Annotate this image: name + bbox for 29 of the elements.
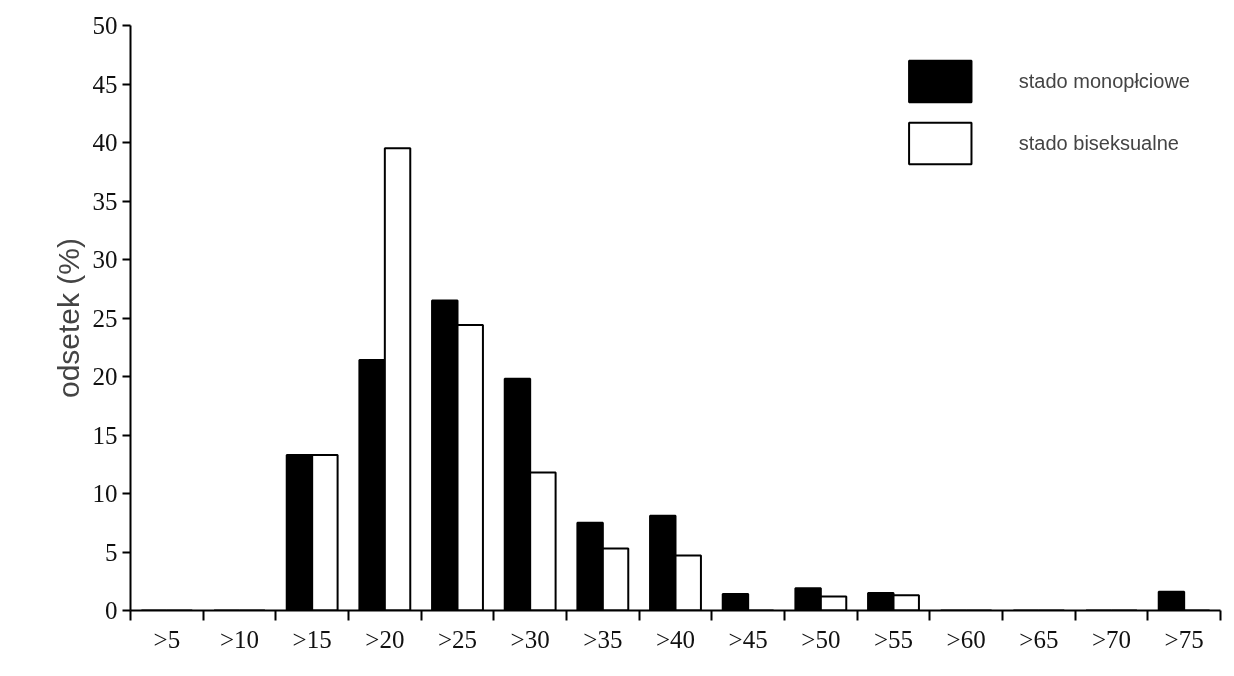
x-tick-label: >60 (946, 625, 986, 653)
y-tick-label: 0 (105, 597, 118, 624)
x-tick-label: >50 (801, 625, 841, 653)
x-tick-label: >15 (292, 625, 332, 653)
y-tick-label: 40 (92, 129, 118, 156)
x-tick-label: >25 (437, 625, 478, 653)
y-tick-label: 35 (92, 187, 118, 215)
legend-label: stado monopłciowe (1018, 69, 1190, 93)
y-tick-label: 20 (92, 363, 118, 390)
x-tick-label: >40 (655, 625, 696, 653)
y-tick-label: 10 (92, 480, 118, 507)
x-tick-label: >35 (583, 625, 623, 653)
x-tick-label: >75 (1164, 625, 1204, 653)
x-tick-label: >10 (219, 625, 260, 653)
y-tick-label: 50 (92, 12, 118, 39)
x-tick-label: >65 (1019, 625, 1059, 653)
x-tick-label: >70 (1091, 625, 1132, 653)
x-tick-label: >5 (153, 625, 181, 653)
y-tick-label: 15 (92, 421, 118, 449)
y-tick-label: 30 (92, 246, 118, 273)
y-axis-title: odsetek (%) (51, 237, 85, 399)
x-tick-label: >20 (365, 625, 405, 653)
x-tick-label: >30 (510, 625, 550, 653)
y-tick-label: 5 (105, 538, 118, 566)
x-tick-label: >45 (728, 625, 768, 653)
y-tick-label: 45 (92, 70, 118, 98)
y-tick-label: 25 (92, 304, 118, 332)
legend-label: stado biseksualne (1018, 131, 1179, 155)
x-tick-label: >55 (873, 625, 914, 653)
